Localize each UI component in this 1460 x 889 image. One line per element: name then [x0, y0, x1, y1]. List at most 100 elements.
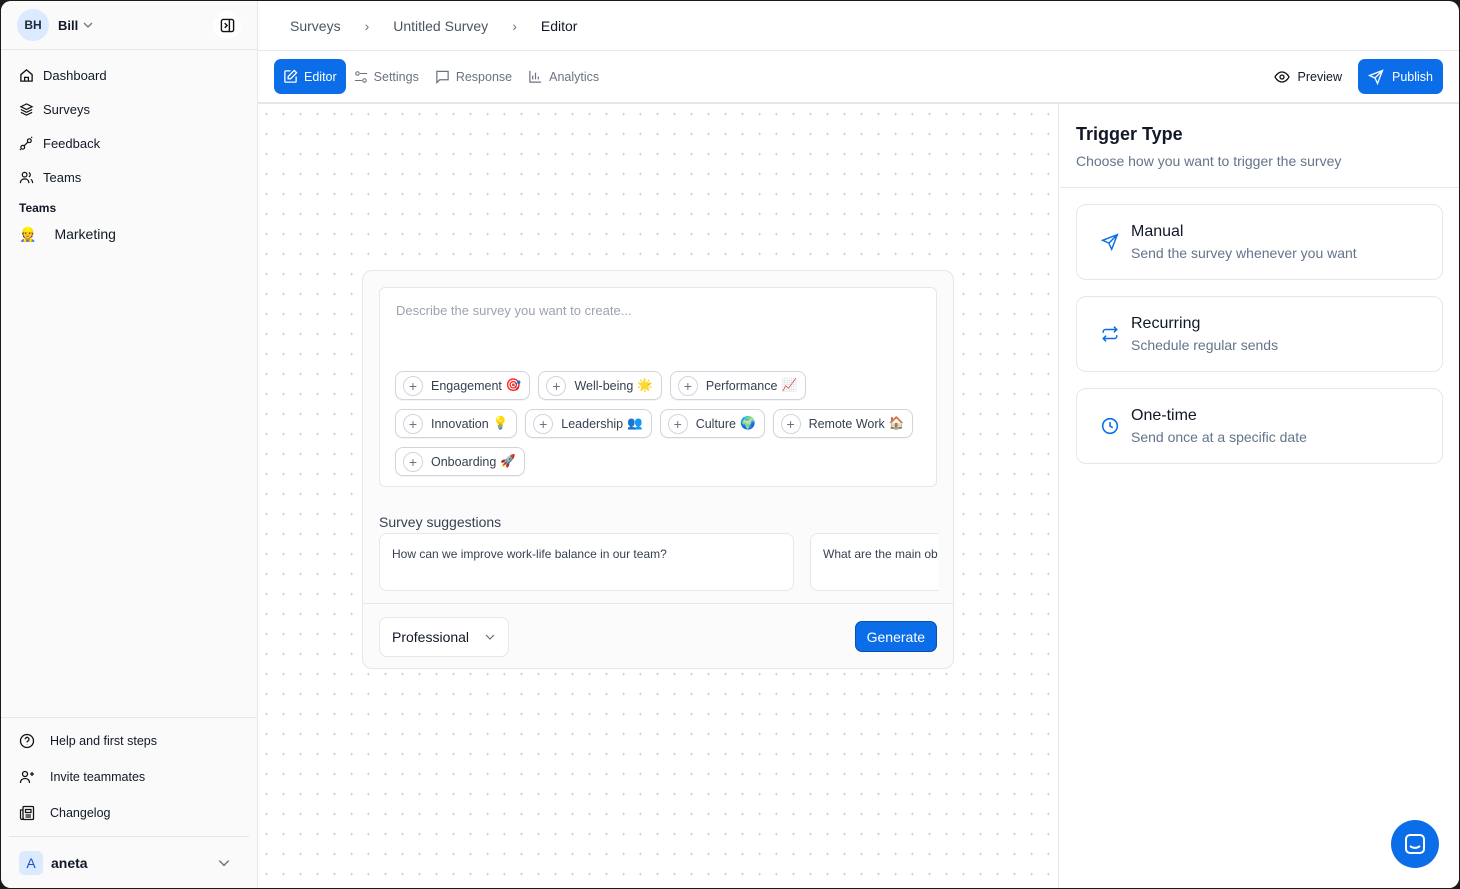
chip-emoji: 👥 — [627, 416, 643, 430]
option-title: Manual — [1131, 223, 1184, 240]
sidebar-header: BH Bill — [1, 1, 257, 50]
trigger-option-one-time[interactable]: One-time Send once at a specific date — [1076, 388, 1443, 464]
sidebar-item-label: Teams — [43, 169, 82, 185]
editor-toolbar: Editor Settings Response Analytics Previ… — [258, 51, 1459, 104]
help-label: Help and first steps — [50, 734, 157, 748]
panel-subtitle: Choose how you want to trigger the surve… — [1076, 153, 1342, 169]
tab-settings[interactable]: Settings — [346, 59, 427, 94]
topic-chip[interactable]: + Innovation 💡 — [395, 409, 518, 438]
topic-chips: + Engagement 🎯 + Well-being 🌟 + Performance 📈 + In… — [395, 371, 935, 476]
team-label: Marketing — [54, 226, 116, 242]
layers-icon — [19, 102, 34, 116]
sidebar-item-feedback[interactable]: Feedback — [1, 126, 257, 160]
topic-chip[interactable]: + Leadership 👥 — [525, 409, 652, 438]
option-title: Recurring — [1131, 315, 1201, 332]
user-avatar[interactable]: BH — [17, 9, 49, 41]
tab-label: Response — [455, 69, 513, 84]
help-icon — [19, 733, 35, 749]
sidebar-item-label: Feedback — [43, 135, 101, 151]
chat-support-button[interactable] — [1391, 820, 1439, 868]
survey-description-input[interactable]: Describe the survey you want to create..… — [379, 287, 937, 487]
sidebar-item-surveys[interactable]: Surveys — [1, 92, 257, 126]
placeholder-text: Describe the survey you want to create..… — [396, 303, 632, 318]
divider — [1, 717, 257, 718]
chip-emoji: 🌟 — [637, 378, 653, 392]
tone-value: Professional — [392, 629, 470, 645]
suggestion-card[interactable]: How can we improve work-life balance in … — [379, 533, 794, 591]
user-menu[interactable]: Bill — [58, 18, 94, 33]
sliders-icon — [354, 70, 367, 83]
chip-label: Onboarding — [431, 454, 497, 469]
chip-label: Engagement — [431, 378, 502, 393]
topic-chip[interactable]: + Remote Work 🏠 — [772, 409, 914, 438]
tab-label: Settings — [373, 69, 419, 84]
team-marketing[interactable]: 👷 Marketing — [1, 219, 257, 249]
chip-emoji: 📈 — [781, 378, 798, 392]
preview-button[interactable]: Preview — [1273, 69, 1342, 85]
option-desc: Send the survey whenever you want — [1131, 245, 1357, 261]
invite-teammates-link[interactable]: Invite teammates — [1, 759, 257, 795]
account-switcher[interactable]: A aneta — [9, 836, 249, 888]
account-avatar: A — [19, 850, 43, 875]
topic-chip[interactable]: + Performance 📈 — [669, 371, 807, 400]
eye-icon — [1273, 70, 1290, 83]
chip-label: Performance — [705, 378, 778, 393]
sidebar-item-label: Dashboard — [43, 67, 107, 83]
chevron-down-icon — [218, 859, 230, 866]
breadcrumb-surveys[interactable]: Surveys — [290, 17, 341, 34]
chip-label: Remote Work — [808, 416, 885, 431]
sidebar-nav: Dashboard Surveys Feedback Teams Teams 👷… — [1, 50, 257, 249]
changelog-label: Changelog — [50, 806, 111, 820]
breadcrumb: Surveys › Untitled Survey › Editor — [258, 1, 1459, 51]
sidebar: BH Bill Dashboard Surveys Feedback Teams… — [1, 1, 258, 888]
trigger-option-recurring[interactable]: Recurring Schedule regular sends — [1076, 296, 1443, 372]
invite-label: Invite teammates — [50, 770, 146, 784]
chip-emoji: 🏠 — [888, 416, 905, 430]
send-icon — [1368, 68, 1384, 85]
changelog-link[interactable]: Changelog — [1, 795, 257, 831]
topic-chip[interactable]: + Onboarding 🚀 — [395, 447, 525, 476]
divider — [363, 603, 953, 604]
plus-icon: + — [403, 375, 423, 396]
tab-editor[interactable]: Editor — [274, 59, 346, 94]
topic-chip[interactable]: + Well-being 🌟 — [538, 371, 662, 400]
newspaper-icon — [19, 805, 35, 821]
trigger-option-manual[interactable]: Manual Send the survey whenever you want — [1076, 204, 1443, 280]
tab-response[interactable]: Response — [427, 59, 520, 94]
chevron-down-icon — [83, 22, 93, 28]
help-link[interactable]: Help and first steps — [1, 723, 257, 759]
chevron-down-icon — [485, 634, 495, 640]
sidebar-item-teams[interactable]: Teams — [1, 160, 257, 194]
tab-label: Editor — [304, 69, 337, 84]
topic-chip[interactable]: + Engagement 🎯 — [395, 371, 531, 400]
sidebar-item-dashboard[interactable]: Dashboard — [1, 58, 257, 92]
collapse-sidebar-button[interactable] — [213, 11, 241, 39]
breadcrumb-editor: Editor — [540, 17, 578, 34]
chip-label: Culture — [695, 416, 736, 431]
team-emoji: 👷 — [19, 225, 37, 242]
user-name: Bill — [58, 17, 79, 33]
generate-button[interactable]: Generate — [854, 621, 937, 652]
trigger-panel: Trigger Type Choose how you want to trig… — [1060, 104, 1459, 888]
bar-chart-icon — [529, 70, 542, 83]
editor-canvas: Describe the survey you want to create..… — [258, 104, 1059, 888]
chip-label: Leadership — [561, 416, 624, 431]
suggestions-title: Survey suggestions — [379, 514, 502, 530]
chevron-right-icon: › — [512, 17, 517, 34]
chip-label: Innovation — [431, 416, 489, 431]
plus-icon: + — [780, 413, 801, 434]
suggestion-card[interactable]: What are the main ob — [810, 533, 938, 591]
plus-icon: + — [403, 413, 423, 434]
chip-label: Well-being — [574, 378, 634, 393]
chip-emoji: 🌍 — [740, 416, 756, 430]
topic-chip[interactable]: + Culture 🌍 — [659, 409, 765, 438]
user-plus-icon — [19, 770, 34, 784]
tone-select[interactable]: Professional — [379, 617, 509, 657]
publish-button[interactable]: Publish — [1358, 59, 1443, 94]
chip-emoji: 💡 — [492, 416, 509, 430]
tab-analytics[interactable]: Analytics — [520, 59, 607, 94]
users-icon — [19, 171, 34, 183]
option-desc: Schedule regular sends — [1131, 337, 1279, 353]
breadcrumb-untitled-survey[interactable]: Untitled Survey — [393, 17, 489, 34]
